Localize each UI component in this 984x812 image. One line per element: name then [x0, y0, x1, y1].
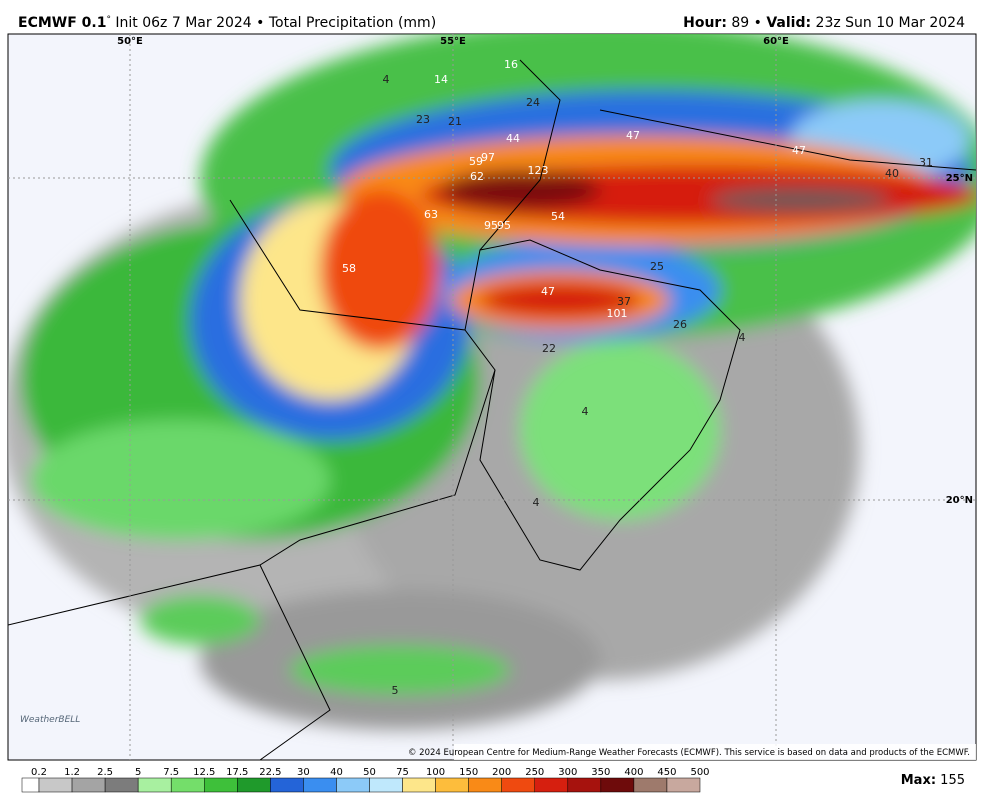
precip-label: 4 [533, 496, 540, 509]
colorbar-label: 300 [558, 767, 577, 778]
colorbar-swatch [336, 777, 370, 793]
hour: 89 • [727, 15, 766, 31]
colorbar-label: 0.2 [31, 767, 47, 778]
colorbar-swatch [204, 777, 238, 793]
borders [8, 59, 976, 760]
precip-label: 22 [542, 342, 556, 355]
colorbar-swatch [137, 777, 172, 793]
colorbar-label: 500 [690, 767, 709, 778]
colorbar-swatch [21, 777, 40, 793]
precip-label: 95 [484, 219, 498, 232]
colorbar-swatch [104, 777, 139, 793]
title: ECMWF 0.1° Init 06z 7 Mar 2024 • Total P… [18, 15, 436, 31]
precip-label: 23 [416, 113, 430, 126]
max-key: Max: [901, 773, 936, 788]
valid: Hour: 89 • Valid: 23z Sun 10 Mar 2024 [683, 15, 965, 31]
precip-label: 44 [506, 132, 520, 145]
colorbar-swatch [435, 777, 469, 793]
precip-label: 59 [469, 155, 483, 168]
colorbar-label: 7.5 [163, 767, 179, 778]
colorbar-label: 30 [297, 767, 310, 778]
precip-label: 21 [448, 115, 462, 128]
colorbar-swatch [534, 777, 569, 793]
valid-time: 23z Sun 10 Mar 2024 [811, 15, 965, 31]
degree: ° [106, 15, 111, 25]
colorbar: 0.2 1.2 2.5 5 7.5 12.5 17.5 22.5 30 40 50 75 100 150 2… [21, 767, 710, 793]
hour-key: Hour: [683, 15, 727, 31]
precip-label: 62 [470, 170, 484, 183]
colorbar-label: 17.5 [226, 767, 248, 778]
lon-label: 60°E [763, 36, 789, 47]
max: Max: 155 [901, 773, 965, 788]
precip-label: 14 [434, 73, 448, 86]
colorbar-swatch [71, 777, 106, 793]
colorbar-swatch [567, 777, 602, 793]
colorbar-label: 5 [135, 767, 141, 778]
copyright: © 2024 European Centre for Medium-Range … [408, 748, 970, 758]
precip-label: 95 [497, 219, 511, 232]
precip-label: 97 [481, 151, 495, 164]
colorbar-label: 200 [492, 767, 511, 778]
precip-label: 4 [582, 405, 589, 418]
precip-label: 58 [342, 262, 356, 275]
colorbar-label: 12.5 [193, 767, 215, 778]
precip-label: 63 [424, 208, 438, 221]
init: Init 06z 7 Mar 2024 • Total Precipitatio… [111, 15, 436, 31]
colorbar-swatch [402, 777, 436, 793]
colorbar-label: 100 [426, 767, 445, 778]
colorbar-swatch [369, 777, 403, 793]
colorbar-label: 50 [363, 767, 376, 778]
colorbar-swatch [633, 777, 668, 793]
colorbar-label: 22.5 [259, 767, 281, 778]
lat-label: 25°N [946, 173, 973, 184]
colorbar-label: 250 [525, 767, 544, 778]
precip-label: 47 [541, 285, 555, 298]
precip-label: 5 [392, 684, 399, 697]
precip-label: 54 [551, 210, 565, 223]
colorbar-label: 1.2 [64, 767, 80, 778]
colorbar-swatch [666, 777, 701, 793]
precip-label: 101 [607, 307, 628, 320]
colorbar-swatch [303, 777, 337, 793]
copyright-bg [454, 744, 976, 760]
precip-label: 47 [792, 144, 806, 157]
colorbar-label: 150 [459, 767, 478, 778]
precip-label: 47 [626, 129, 640, 142]
precip-label: 4 [383, 73, 390, 86]
colorbar-label: 350 [591, 767, 610, 778]
colorbar-label: 2.5 [97, 767, 113, 778]
colorbar-label: 40 [330, 767, 343, 778]
precip-label: 123 [528, 164, 549, 177]
colorbar-label: 75 [396, 767, 409, 778]
colorbar-swatch [170, 777, 205, 793]
logo: WeatherBELL [20, 715, 80, 725]
precip-label: 4 [739, 331, 746, 344]
colorbar-swatch [501, 777, 536, 793]
precip-field [8, 34, 976, 730]
colorbar-label: 450 [657, 767, 676, 778]
valid-key: Valid: [766, 15, 811, 31]
precip-label: 40 [885, 167, 899, 180]
max-value: 155 [936, 773, 965, 788]
precip-label: 31 [919, 156, 933, 169]
colorbar-swatch [237, 777, 271, 793]
precip-label: 25 [650, 260, 664, 273]
lat-label: 20°N [946, 495, 973, 506]
colorbar-label: 400 [624, 767, 643, 778]
colorbar-swatch [468, 777, 502, 793]
lon-label: 55°E [440, 36, 466, 47]
precip-label: 26 [673, 318, 687, 331]
graticule [8, 34, 976, 760]
lon-label: 50°E [117, 36, 143, 47]
precip-label: 16 [504, 58, 518, 71]
colorbar-swatch [270, 777, 304, 793]
precip-label: 37 [617, 295, 631, 308]
model: ECMWF 0.1 [18, 15, 106, 31]
colorbar-swatch [38, 777, 73, 793]
precip-label: 24 [526, 96, 540, 109]
colorbar-swatch [600, 777, 635, 793]
